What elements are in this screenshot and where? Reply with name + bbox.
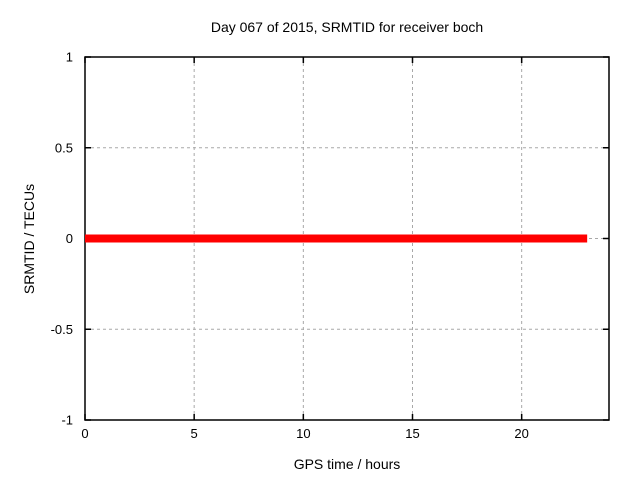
y-tick-label: 0	[66, 231, 73, 246]
y-tick-label: -1	[61, 413, 73, 428]
x-tick-label: 10	[296, 426, 310, 441]
x-tick-label: 0	[81, 426, 88, 441]
x-tick-label: 20	[514, 426, 528, 441]
y-tick-label: -0.5	[51, 322, 73, 337]
y-tick-label: 1	[66, 50, 73, 65]
x-axis-label: GPS time / hours	[293, 456, 401, 472]
y-tick-label: 0.5	[55, 140, 73, 155]
x-tick-label: 15	[405, 426, 419, 441]
x-tick-label: 5	[191, 426, 198, 441]
chart-title: Day 067 of 2015, SRMTID for receiver boc…	[210, 19, 484, 35]
